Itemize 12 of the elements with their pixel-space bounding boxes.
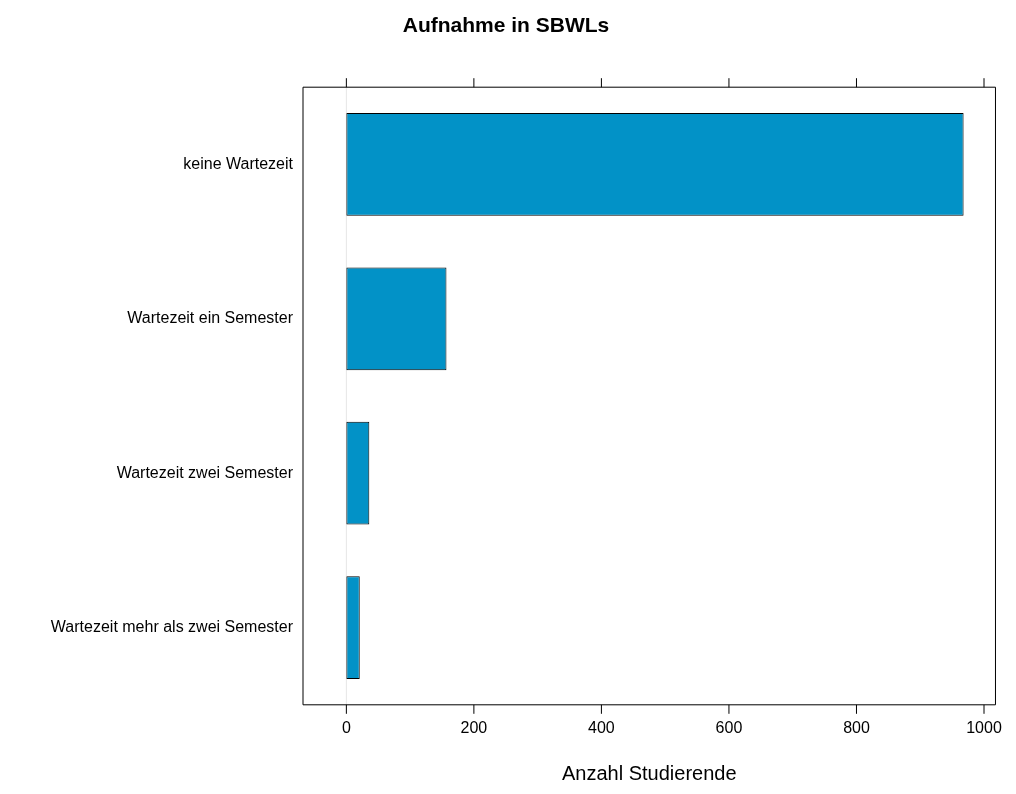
x-axis-title: Anzahl Studierende bbox=[561, 761, 737, 784]
y-tick-label: Wartezeit mehr als zwei Semester bbox=[50, 618, 294, 636]
x-tick-label: 400 bbox=[588, 718, 615, 736]
x-tick-label: 600 bbox=[715, 718, 743, 736]
x-tick-label: 1000 bbox=[966, 718, 1002, 736]
y-tick-label: Wartezeit ein Semester bbox=[127, 309, 294, 327]
y-tick-label: Wartezeit zwei Semester bbox=[116, 463, 294, 481]
x-tick-label: 800 bbox=[843, 718, 870, 736]
x-tick-label: 200 bbox=[460, 718, 488, 736]
chart-title: Aufnahme in SBWLs bbox=[402, 13, 610, 37]
x-tick-label: 0 bbox=[341, 718, 351, 736]
y-tick-label: keine Wartezeit bbox=[183, 154, 294, 172]
